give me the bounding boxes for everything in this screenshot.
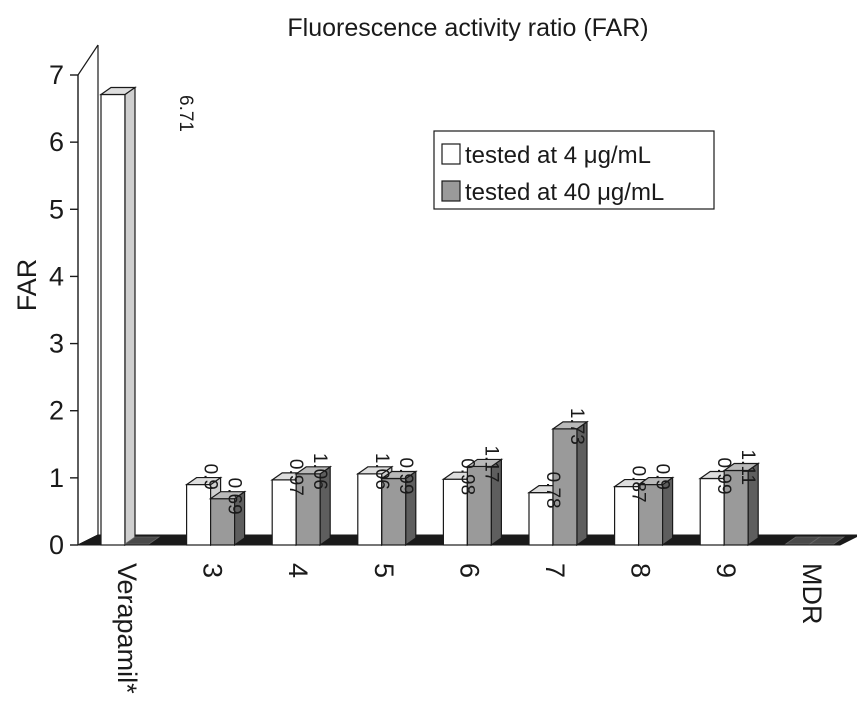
bar-2-5 [552,428,578,546]
x-tick-label-1: 3 [198,563,228,578]
legend-box [433,130,715,210]
bar-top-2-3 [379,470,418,480]
chart-title: Fluorescence activity ratio (FAR) [287,14,648,42]
bar-2-6 [637,483,664,546]
bar-top-2-4 [465,458,504,468]
bar-top-2-6 [636,476,675,486]
data-label-2-6: 0.9 [652,464,673,490]
bar-top-1-3 [355,466,394,475]
y-tick-label: 1 [49,463,64,493]
legend-label-series-1: tested at 4 μg/mL [465,142,651,169]
data-label-2-5: 1.73 [566,408,587,445]
legend-swatch-series-2 [441,180,461,202]
bar-flat-2-0 [123,536,161,545]
x-tick-label-4: 6 [454,563,484,578]
data-label-1-0: 6.71 [175,95,196,132]
bar-top-1-0 [99,86,137,96]
x-tick-label-2: 4 [283,563,313,578]
legend: tested at 4 μg/mL tested at 40 μg/mL [433,130,715,210]
bar-top-1-1 [184,476,223,486]
bar-top-2-5 [551,421,589,430]
wall-top-line [77,44,99,76]
bar-top-2-2 [294,466,333,475]
bar-2-4 [466,465,492,546]
legend-swatch-series-1 [441,143,461,165]
bars [99,86,846,547]
bar-1-6 [613,485,640,546]
data-label-1-3: 1.06 [371,453,392,490]
bar-flat-2-8 [808,536,846,545]
x-tick-label-8: MDR [797,563,827,625]
data-label-1-6: 0.87 [628,466,649,503]
y-tick-label: 7 [49,60,64,90]
bar-1-0 [100,93,126,546]
data-label-1-5: 0.78 [542,472,563,509]
bar-2-7 [723,469,749,546]
bar-side-1-0 [124,86,136,547]
data-label-2-3: 0.99 [395,458,416,495]
y-tick-label: 2 [49,396,64,426]
x-tick-label-0: Verapamil* [112,563,142,694]
y-tick-label: 3 [49,329,64,359]
data-label-1-7: 0.99 [713,458,734,495]
y-tick-label: 5 [49,194,64,224]
data-label-2-2: 1.06 [309,453,330,490]
data-label-2-4: 1.17 [480,445,501,482]
data-label-1-2: 0.97 [285,459,306,496]
x-tick-label-5: 7 [540,563,570,578]
x-axis: Verapamil* 3 4 5 6 7 8 9 MDR [112,563,827,694]
y-axis: 0 1 2 3 4 5 6 7 [49,60,79,560]
bar-top-2-1 [208,491,247,500]
data-label-2-7: 1.11 [737,449,758,485]
bar-top-2-7 [722,462,761,472]
x-tick-label-3: 5 [369,563,399,578]
data-labels: 6.710.90.690.97 1.06 1.06 0.99 0.98 1.170.781… [175,95,758,515]
bar-1-7 [699,477,725,546]
x-tick-label-6: 8 [626,563,656,578]
data-label-1-4: 0.98 [456,458,477,495]
back-wall [77,44,99,546]
data-label-1-1: 0.9 [200,464,221,490]
y-tick-label: 6 [49,127,64,157]
bar-1-2 [271,479,297,546]
x-tick-label-7: 9 [711,563,741,578]
bar-1-1 [186,483,212,546]
data-label-2-1: 0.69 [224,478,245,515]
legend-label-series-2: tested at 40 μg/mL [465,179,664,206]
y-axis-label: FAR [12,259,42,312]
y-tick-label: 4 [49,261,64,291]
y-tick-label: 0 [49,530,64,560]
